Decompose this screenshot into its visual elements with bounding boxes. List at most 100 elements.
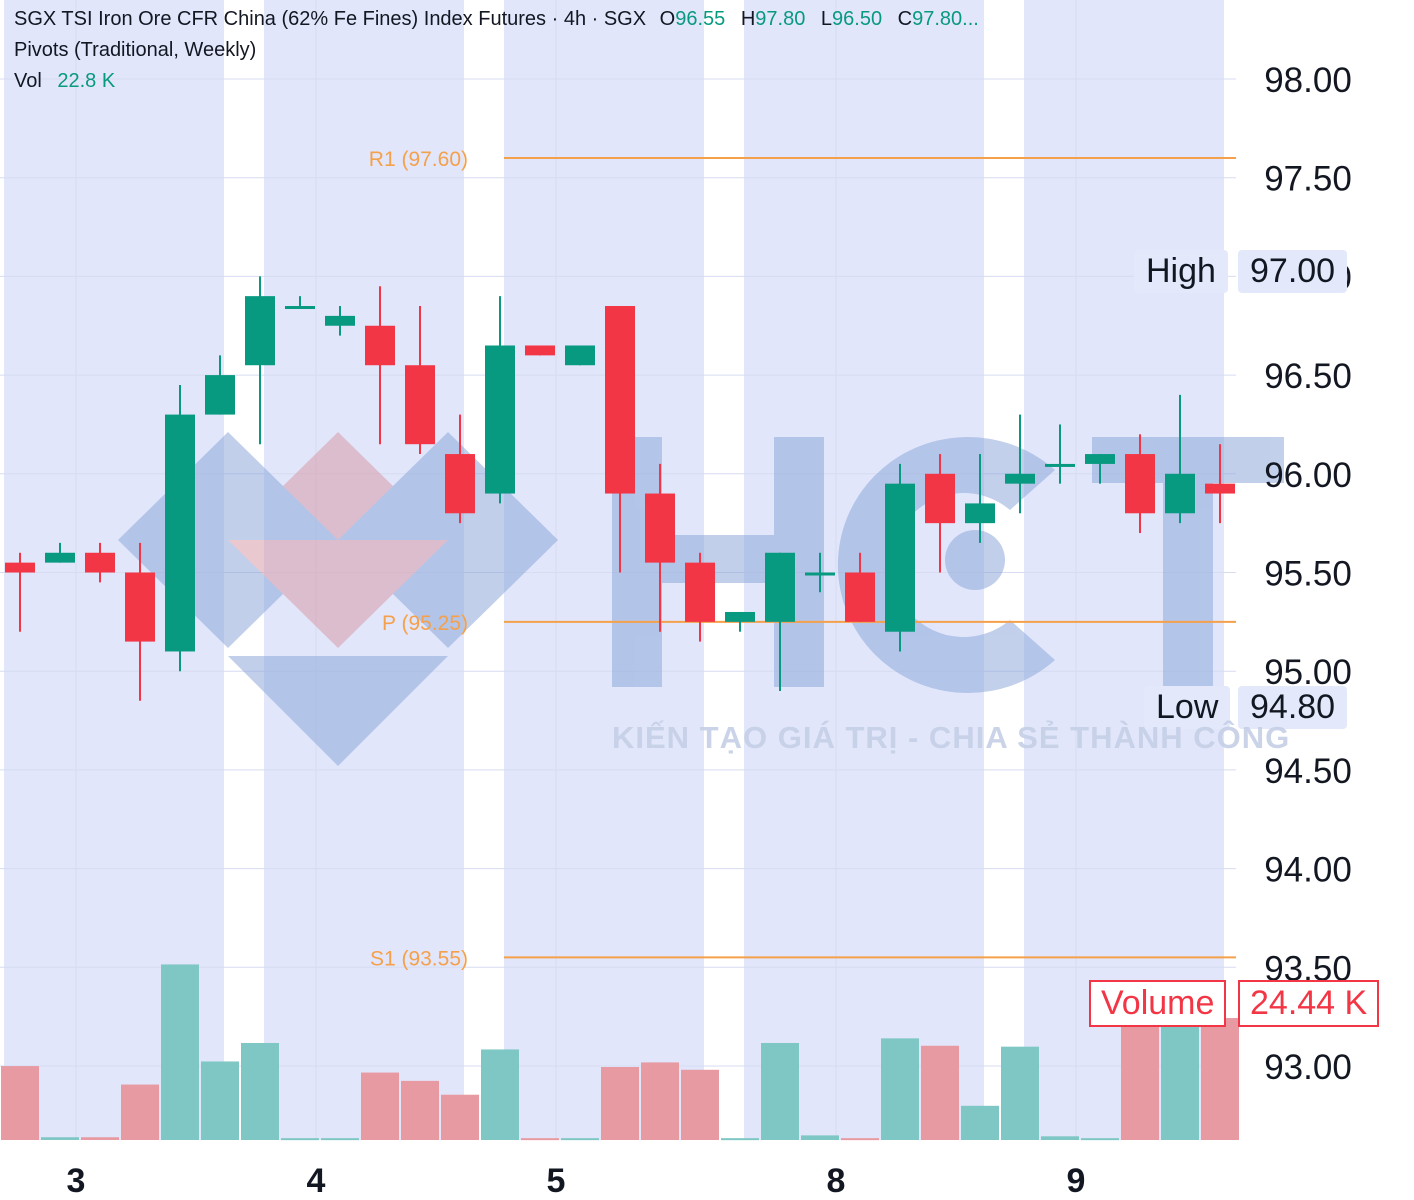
y-tick-7: 94.50	[1264, 752, 1352, 791]
volume-bar-21	[841, 1138, 879, 1141]
pivot-lines: R1 (97.60) P (95.25) S1 (93.55)	[369, 148, 1236, 970]
high-value-tag: 97.00	[1238, 250, 1348, 293]
candle-body-2	[85, 552, 115, 573]
legend-title-row: SGX TSI Iron Ore CFR China (62% Fe Fines…	[14, 8, 979, 31]
y-tick-3: 96.50	[1264, 357, 1352, 396]
candle-body-5	[205, 375, 235, 415]
low-value-tag: 94.80	[1238, 686, 1348, 729]
volume-bar-17	[681, 1069, 719, 1140]
pivots-indicator-label[interactable]: Pivots (Traditional, Weekly)	[14, 39, 257, 61]
volume-bar-15	[601, 1067, 639, 1140]
y-tick-6: 95.00	[1264, 653, 1352, 692]
volume-bar-28	[1121, 1013, 1159, 1140]
volume-bar-10	[401, 1080, 439, 1140]
candle-body-20	[805, 572, 835, 576]
volume-bar-27	[1081, 1138, 1119, 1141]
volume-bar-18	[721, 1138, 759, 1141]
volume-indicator-value: 22.8 K	[57, 70, 116, 92]
y-tick-10: 93.00	[1264, 1048, 1352, 1087]
watermark-diamond-bottom	[228, 656, 448, 766]
volume-bar-12	[481, 1049, 519, 1140]
watermark-c-dot	[945, 530, 1005, 590]
candle-body-27	[1085, 454, 1115, 464]
candle-body-29	[1165, 473, 1195, 514]
watermark-slogan: KIẾN TẠO GIÁ TRỊ - CHIA SẺ THÀNH CÔNG	[612, 720, 1291, 755]
volume-bar-20	[801, 1135, 839, 1140]
volume-bar-23	[921, 1045, 959, 1140]
candle-body-12	[485, 345, 515, 494]
candle-body-30	[1205, 483, 1235, 494]
candle-body-3	[125, 572, 155, 642]
time-axis: 3 4 5 8 9	[67, 1162, 1086, 1200]
volume-indicator-row[interactable]: Vol 22.8 K	[14, 70, 115, 93]
candle-body-11	[445, 454, 475, 514]
volume-bar-11	[441, 1094, 479, 1140]
pivot-label-2: S1 (93.55)	[370, 947, 468, 970]
candle-body-0	[5, 562, 35, 573]
pivot-label-0: R1 (97.60)	[369, 148, 468, 171]
candle-body-4	[165, 414, 195, 652]
y-tick-5: 95.50	[1264, 555, 1352, 594]
candle-body-10	[405, 365, 435, 445]
candle-body-26	[1045, 463, 1075, 467]
candle-body-28	[1125, 454, 1155, 514]
x-tick-0: 3	[67, 1162, 86, 1200]
volume-bar-29	[1161, 1015, 1199, 1140]
candle-body-7	[285, 306, 315, 310]
low-label: Low	[1144, 686, 1231, 729]
x-tick-4: 9	[1067, 1162, 1086, 1200]
ohlc-open: O96.55	[659, 8, 726, 30]
candle-body-8	[325, 315, 355, 326]
symbol-title: SGX TSI Iron Ore CFR China (62% Fe Fines…	[14, 8, 647, 30]
x-tick-3: 8	[827, 1162, 846, 1200]
candle-body-24	[965, 503, 995, 524]
volume-bar-25	[1001, 1046, 1039, 1140]
volume-bar-9	[361, 1072, 399, 1140]
candle-body-25	[1005, 473, 1035, 484]
candles	[5, 276, 1235, 701]
candle-body-1	[45, 552, 75, 563]
candle-body-21	[845, 572, 875, 622]
volume-bar-26	[1041, 1136, 1079, 1140]
volume-bar-13	[521, 1138, 559, 1141]
candle-body-23	[925, 473, 955, 524]
y-tick-0: 98.00	[1264, 61, 1352, 100]
candle-body-16	[645, 493, 675, 563]
candle-body-15	[605, 306, 635, 494]
volume-indicator-label: Vol	[14, 70, 42, 92]
candle-body-13	[525, 345, 555, 356]
volume-bar-6	[241, 1042, 279, 1140]
volume-bar-5	[201, 1061, 239, 1140]
candle-body-22	[885, 483, 915, 632]
price-axis: 98.0097.5097.0096.5096.0095.5095.0094.50…	[1264, 61, 1352, 1087]
candle-body-18	[725, 611, 755, 622]
volume-bar-4	[161, 964, 199, 1140]
volume-bar-24	[961, 1105, 999, 1140]
y-tick-8: 94.00	[1264, 851, 1352, 890]
volume-bar-7	[281, 1138, 319, 1141]
candle-body-9	[365, 325, 395, 366]
x-tick-2: 5	[547, 1162, 566, 1200]
volume-bar-0	[1, 1066, 39, 1140]
ohlc-low: L96.50	[820, 8, 883, 30]
ohlc-close: C97.80...	[897, 8, 979, 30]
watermark-diamond-mid	[228, 540, 448, 648]
volume-bar-8	[321, 1138, 359, 1141]
volume-bar-19	[761, 1042, 799, 1140]
ohlc-high: H97.80	[740, 8, 806, 30]
candle-body-17	[685, 562, 715, 622]
candle-body-6	[245, 296, 275, 366]
volume-bar-22	[881, 1038, 919, 1140]
pivot-label-1: P (95.25)	[382, 612, 468, 635]
x-tick-1: 4	[307, 1162, 326, 1200]
volume-bar-16	[641, 1062, 679, 1140]
volume-bar-3	[121, 1084, 159, 1140]
volume-bar-30	[1201, 1018, 1239, 1140]
volume-value-tag: 24.44 K	[1238, 980, 1380, 1027]
volume-label-tag: Volume	[1089, 980, 1227, 1027]
volume-bar-1	[41, 1137, 79, 1140]
volume-bar-2	[81, 1137, 119, 1140]
volume-bar-14	[561, 1138, 599, 1141]
volume-bars	[1, 964, 1239, 1141]
